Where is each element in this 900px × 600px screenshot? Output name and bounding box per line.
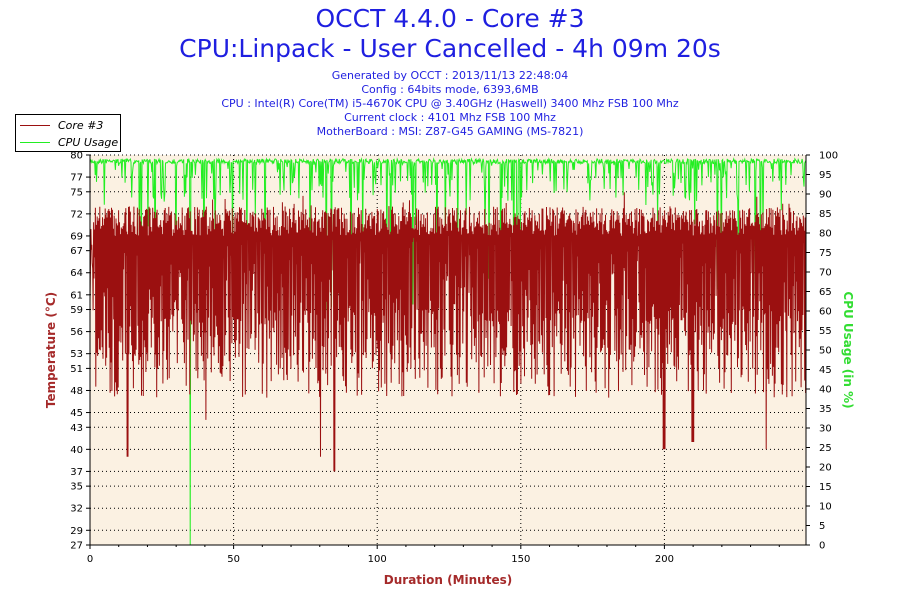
y-tick-label-left: 48: [70, 386, 83, 397]
y-tick-label-right: 75: [819, 248, 832, 259]
y-tick-label-left: 43: [70, 423, 83, 434]
y-tick-label-right: 85: [819, 209, 832, 220]
y-tick-label-left: 32: [70, 504, 83, 515]
x-tick-label: 100: [368, 554, 387, 565]
y-tick-label-right: 95: [819, 170, 832, 181]
info-config: Config : 64bits mode, 6393,6MB: [361, 83, 539, 96]
y-tick-label-left: 69: [70, 231, 83, 242]
y-tick-label-right: 5: [819, 521, 825, 532]
y-tick-label-right: 35: [819, 404, 832, 415]
y-tick-label-right: 65: [819, 287, 832, 298]
y-tick-label-right: 50: [819, 346, 832, 357]
y-tick-label-left: 29: [70, 526, 83, 537]
y-tick-label-left: 35: [70, 482, 83, 493]
y-tick-label-left: 72: [70, 209, 83, 220]
legend: Core #3 CPU Usage: [15, 114, 121, 152]
cpu-usage-line: [89, 157, 807, 546]
y-tick-label-left: 45: [70, 408, 83, 419]
y-tick-label-right: 40: [819, 385, 832, 396]
y-tick-label-right: 60: [819, 307, 832, 318]
chart-subtitle: CPU:Linpack - User Cancelled - 4h 09m 20…: [179, 34, 721, 63]
y-tick-label-left: 67: [70, 246, 83, 257]
info-clock: Current clock : 4101 Mhz FSB 100 Mhz: [344, 111, 556, 124]
y-tick-label-right: 30: [819, 424, 832, 435]
y-tick-label-left: 37: [70, 467, 83, 478]
y-tick-label-left: 53: [70, 349, 83, 360]
y-tick-label-left: 56: [70, 327, 83, 338]
y-tick-label-right: 100: [819, 151, 838, 162]
legend-label-core3: Core #3: [58, 118, 104, 132]
legend-label-cpu-usage: CPU Usage: [58, 135, 119, 149]
y-tick-label-right: 15: [819, 482, 832, 493]
y-tick-label-left: 64: [70, 268, 83, 279]
x-tick-label: 0: [87, 554, 93, 565]
y-tick-label-right: 10: [819, 502, 832, 513]
info-cpu: CPU : Intel(R) Core(TM) i5-4670K CPU @ 3…: [221, 97, 679, 110]
x-tick-label: 150: [511, 554, 530, 565]
core3-line: [89, 192, 807, 472]
info-motherboard: MotherBoard : MSI: Z87-G45 GAMING (MS-78…: [316, 125, 584, 138]
y-axis-label-right: CPU Usage (in %): [841, 291, 855, 408]
legend-swatch-core3: [20, 124, 50, 126]
series-cpu-usage: [89, 157, 807, 546]
x-tick-label: 200: [655, 554, 674, 565]
y-tick-label-left: 77: [70, 173, 83, 184]
y-tick-label-right: 20: [819, 463, 832, 474]
info-generated: Generated by OCCT : 2013/11/13 22:48:04: [331, 69, 569, 82]
y-tick-label-right: 25: [819, 443, 832, 454]
legend-item-cpu-usage: CPU Usage: [20, 134, 118, 150]
y-tick-label-left: 40: [70, 445, 83, 456]
y-tick-label-right: 90: [819, 190, 832, 201]
chart-title: OCCT 4.4.0 - Core #3: [315, 4, 585, 33]
y-axis-label-left: Temperature (°C): [44, 292, 58, 408]
x-tick-label: 50: [227, 554, 240, 565]
y-tick-label-right: 55: [819, 326, 832, 337]
y-tick-label-left: 27: [70, 541, 83, 552]
x-axis-label: Duration (Minutes): [384, 573, 512, 587]
y-tick-label-left: 59: [70, 305, 83, 316]
y-tick-label-left: 51: [70, 364, 83, 375]
y-tick-label-right: 80: [819, 229, 832, 240]
y-tick-label-right: 0: [819, 541, 825, 552]
y-tick-label-right: 70: [819, 268, 832, 279]
y-tick-label-left: 80: [70, 151, 83, 162]
legend-swatch-cpu-usage: [20, 141, 50, 143]
series-core3: [89, 192, 807, 472]
y-tick-label-right: 45: [819, 365, 832, 376]
axes: 27 29 32 35 37 40 43 45 48 51 53 56 59 61 64 67 69 72 75 77…: [70, 151, 838, 566]
legend-item-core3: Core #3: [20, 117, 103, 133]
y-tick-label-left: 75: [70, 187, 83, 198]
y-tick-label-left: 61: [70, 290, 83, 301]
